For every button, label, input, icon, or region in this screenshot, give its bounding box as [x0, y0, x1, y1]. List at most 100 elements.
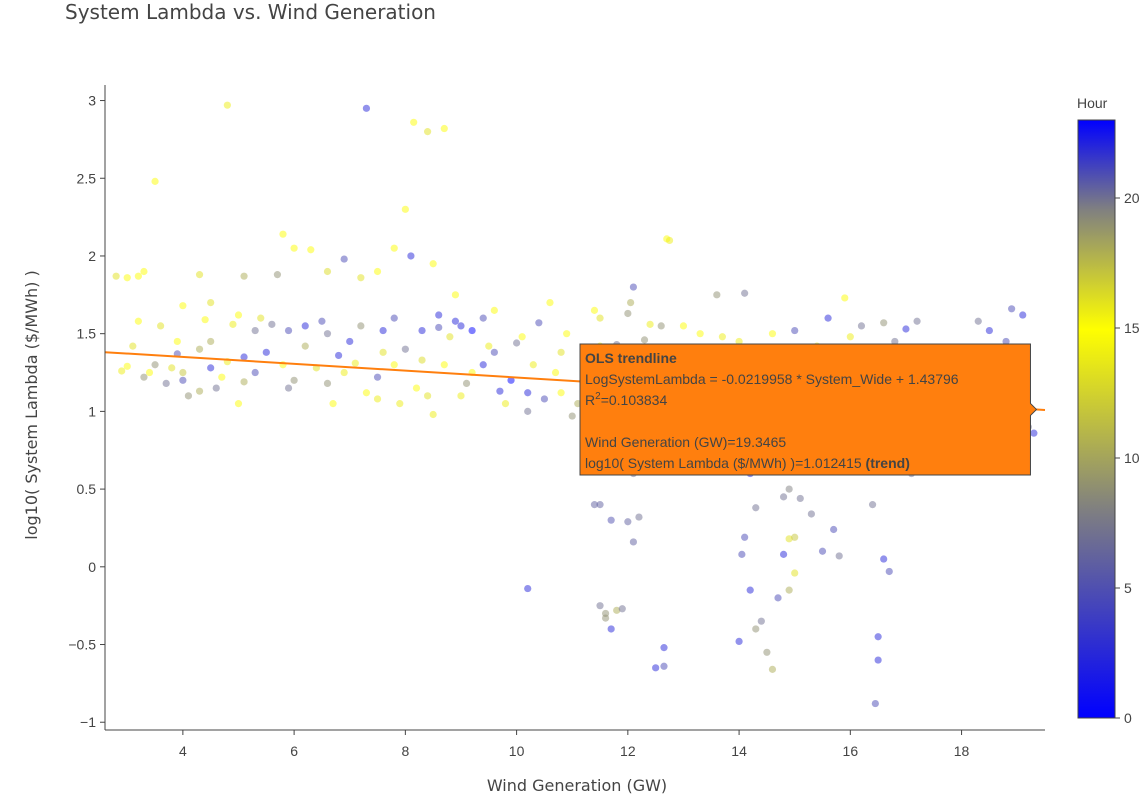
data-point[interactable] — [424, 392, 432, 400]
data-point[interactable] — [885, 567, 893, 576]
data-point[interactable] — [362, 389, 371, 397]
data-point[interactable] — [346, 337, 354, 346]
data-point[interactable] — [524, 584, 532, 593]
data-point[interactable] — [824, 314, 832, 322]
data-point[interactable] — [752, 504, 760, 512]
data-point[interactable] — [429, 410, 437, 419]
data-point[interactable] — [746, 586, 754, 594]
data-point[interactable] — [985, 326, 993, 335]
data-point[interactable] — [451, 291, 460, 299]
data-point[interactable] — [774, 594, 782, 602]
data-point[interactable] — [871, 699, 879, 708]
data-point[interactable] — [207, 298, 215, 307]
data-point[interactable] — [1008, 305, 1016, 313]
data-point[interactable] — [290, 244, 298, 252]
data-point[interactable] — [490, 306, 498, 314]
data-point[interactable] — [618, 605, 626, 613]
data-point[interactable] — [1030, 429, 1038, 437]
data-point[interactable] — [218, 373, 226, 381]
data-point[interactable] — [401, 345, 409, 353]
data-point[interactable] — [129, 342, 137, 350]
data-point[interactable] — [279, 230, 287, 238]
data-point[interactable] — [657, 322, 665, 330]
data-point[interactable] — [785, 485, 793, 493]
data-point[interactable] — [424, 128, 432, 136]
data-point[interactable] — [479, 361, 487, 369]
data-point[interactable] — [596, 501, 604, 509]
data-point[interactable] — [140, 267, 148, 276]
data-point[interactable] — [373, 395, 382, 403]
data-point[interactable] — [429, 260, 437, 268]
data-point[interactable] — [607, 625, 615, 633]
data-point[interactable] — [660, 644, 668, 652]
data-point[interactable] — [818, 547, 827, 555]
data-point[interactable] — [590, 501, 599, 509]
data-point[interactable] — [735, 637, 743, 646]
data-point[interactable] — [535, 319, 543, 327]
data-point[interactable] — [757, 617, 765, 625]
data-point[interactable] — [974, 317, 982, 325]
data-point[interactable] — [568, 412, 576, 420]
data-point[interactable] — [891, 337, 899, 346]
data-point[interactable] — [529, 361, 537, 369]
data-point[interactable] — [457, 392, 465, 400]
data-point[interactable] — [835, 552, 843, 560]
data-point[interactable] — [457, 322, 465, 330]
data-point[interactable] — [123, 362, 131, 370]
data-point[interactable] — [902, 325, 910, 333]
data-point[interactable] — [301, 322, 309, 330]
data-point[interactable] — [540, 395, 549, 403]
data-point[interactable] — [741, 289, 749, 297]
data-point[interactable] — [627, 298, 635, 307]
data-point[interactable] — [379, 348, 387, 356]
data-point[interactable] — [179, 368, 187, 377]
data-point[interactable] — [410, 118, 418, 126]
data-point[interactable] — [157, 322, 165, 330]
data-point[interactable] — [229, 320, 237, 328]
data-point[interactable] — [240, 272, 248, 280]
data-point[interactable] — [323, 267, 332, 276]
data-point[interactable] — [468, 326, 476, 335]
data-point[interactable] — [624, 518, 632, 526]
data-point[interactable] — [435, 323, 443, 332]
data-point[interactable] — [134, 317, 142, 325]
data-point[interactable] — [880, 555, 888, 563]
data-point[interactable] — [179, 302, 187, 310]
data-point[interactable] — [234, 400, 243, 408]
data-point[interactable] — [184, 392, 193, 400]
data-point[interactable] — [1002, 337, 1010, 346]
data-point[interactable] — [635, 513, 643, 521]
data-point[interactable] — [207, 337, 215, 346]
data-point[interactable] — [273, 271, 282, 279]
data-point[interactable] — [140, 373, 148, 381]
data-point[interactable] — [830, 525, 838, 534]
data-point[interactable] — [679, 322, 688, 330]
data-point[interactable] — [512, 339, 521, 347]
data-point[interactable] — [335, 351, 343, 360]
data-point[interactable] — [435, 311, 443, 319]
data-point[interactable] — [874, 656, 882, 664]
data-point[interactable] — [340, 255, 348, 263]
data-point[interactable] — [379, 326, 387, 335]
data-point[interactable] — [665, 236, 674, 245]
data-point[interactable] — [880, 319, 888, 327]
data-point[interactable] — [251, 368, 259, 377]
data-point[interactable] — [145, 368, 154, 377]
data-point[interactable] — [718, 333, 726, 341]
data-point[interactable] — [418, 356, 426, 364]
data-point[interactable] — [841, 294, 849, 302]
data-point[interactable] — [112, 272, 120, 280]
data-point[interactable] — [752, 625, 760, 633]
data-point[interactable] — [696, 330, 704, 338]
data-point[interactable] — [451, 317, 460, 325]
data-point[interactable] — [791, 326, 799, 335]
data-point[interactable] — [401, 205, 409, 213]
data-point[interactable] — [268, 320, 276, 328]
data-point[interactable] — [563, 330, 571, 338]
data-point[interactable] — [613, 606, 621, 614]
data-point[interactable] — [462, 379, 471, 388]
data-point[interactable] — [741, 533, 749, 541]
data-point[interactable] — [201, 316, 209, 324]
data-point[interactable] — [195, 387, 204, 395]
data-point[interactable] — [501, 400, 510, 408]
